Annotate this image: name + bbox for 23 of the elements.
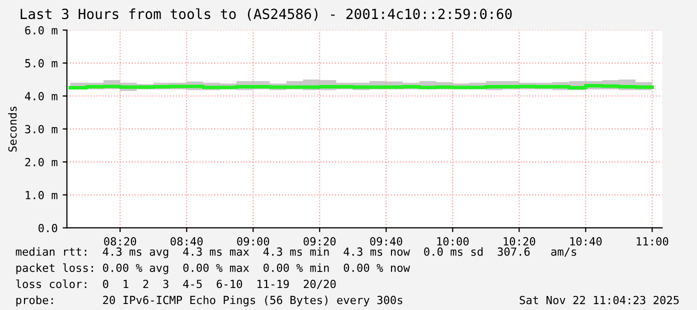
y-axis-title: Seconds (8, 106, 17, 152)
text: loss color: 0 1 2 3 4-5 6-10 11-19 20/20 (16, 279, 336, 290)
x-tick-label: 09:00 (237, 237, 270, 246)
x-tick-label: 11:00 (636, 237, 668, 246)
x-tick-label: 09:20 (304, 237, 336, 246)
x-tick-label: 08:40 (170, 237, 203, 246)
x-tick-label: 08:20 (104, 237, 136, 246)
text: Sat Nov 22 11:04:23 2025 (520, 296, 679, 304)
x-tick-label: 10:20 (504, 237, 536, 246)
text: probe: 20 IPv6-ICMP Echo Pings (56 Bytes) every 300s (16, 296, 402, 306)
x-tick-label: 09:40 (370, 237, 402, 246)
y-tick-label: 2.0 m (25, 158, 58, 166)
y-tick-label: 4.0 m (24, 92, 58, 100)
y-tick-label: 3.0 m (25, 124, 58, 134)
x-tick-label: 10:00 (437, 237, 469, 246)
y-tick-label: 0.0 (38, 224, 58, 232)
text: packet loss: 0.00 % avg 0.00 % max 0.00 % min 0.00 % now (16, 263, 410, 274)
y-tick-label: 1.0 m (26, 190, 58, 200)
text: median rtt: 4.3 ms avg 4.3 ms max 4.3 ms min 4.3 ms now 0.0 ms sd 307.6 am/s (16, 247, 576, 258)
y-tick-label: 5.0 m (25, 59, 58, 68)
y-tick-label: 6.0 m (25, 26, 58, 34)
x-tick-label: 10:40 (570, 237, 602, 246)
chart-title: Last 3 Hours from tools to (AS24586) - 2001:4c10::2:59:0:60 (20, 8, 512, 21)
